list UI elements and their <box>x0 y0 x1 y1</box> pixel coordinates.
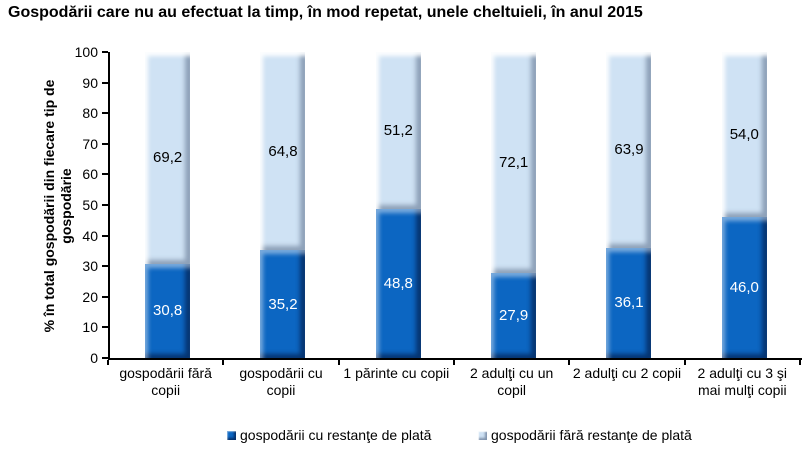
y-tick-mark <box>102 51 108 53</box>
value-label: 46,0 <box>729 279 759 297</box>
bar-slot: 64,8 35,2 <box>225 52 340 358</box>
x-tick-mark <box>107 360 109 365</box>
x-tick-mark <box>453 360 455 365</box>
bar-segment-without-arrears: 72,1 <box>491 52 537 273</box>
bar-segment-with-arrears: 46,0 <box>721 217 767 358</box>
y-tick-mark <box>102 234 108 237</box>
value-label: 51,2 <box>383 121 413 139</box>
stacked-bar: 54,0 46,0 <box>721 52 767 358</box>
legend-item: gospodării cu restanţe de plată <box>227 427 432 443</box>
plot-area: 69,2 30,8 64,8 35,2 51,2 48,8 72,1 27,9 63,9 36,1… <box>108 52 802 360</box>
x-category-label: gospodării cu copii <box>239 365 323 398</box>
y-tick-label: 30 <box>82 258 98 275</box>
bar-segment-without-arrears: 69,2 <box>145 52 191 264</box>
value-label: 30,8 <box>153 302 183 320</box>
y-tick-mark <box>102 81 108 84</box>
legend-swatch <box>478 430 487 440</box>
bar-segment-with-arrears: 27,9 <box>491 272 537 358</box>
y-tick-label: 70 <box>82 135 98 152</box>
stacked-bar: 69,2 30,8 <box>145 52 191 358</box>
x-tick-mark <box>222 360 225 365</box>
bar-slot: 54,0 46,0 <box>687 52 802 358</box>
y-tick-label: 40 <box>82 227 98 244</box>
bar-segment-with-arrears: 30,8 <box>145 263 191 358</box>
bar-segment-with-arrears: 48,8 <box>375 208 421 358</box>
bar-slot: 72,1 27,9 <box>456 52 571 358</box>
y-tick-label: 10 <box>82 319 98 336</box>
x-category-label: 2 adulţi cu 3 şi mai mulţi copii <box>697 365 788 398</box>
y-tick-mark <box>102 357 108 359</box>
legend-label: gospodării cu restanţe de plată <box>240 427 432 443</box>
y-tick-label: 90 <box>82 74 98 91</box>
value-label: 72,1 <box>499 153 529 171</box>
y-tick-label: 20 <box>82 288 98 305</box>
x-category-label: 1 părinte cu copii <box>343 365 450 381</box>
stacked-bar: 51,2 48,8 <box>375 52 421 358</box>
legend-item: gospodării fără restanţe de plată <box>478 427 692 443</box>
y-tick-mark <box>102 295 108 298</box>
bar-segment-without-arrears: 51,2 <box>375 52 421 209</box>
y-axis: 0 10 20 30 40 50 60 70 80 90 100 <box>62 45 108 365</box>
y-tick-mark <box>102 265 108 268</box>
x-category-label: gospodării fără copii <box>119 365 212 398</box>
legend-swatch <box>227 430 236 440</box>
bar-segment-without-arrears: 64,8 <box>260 52 306 251</box>
bar-slot: 69,2 30,8 <box>110 52 225 358</box>
bar-slot: 63,9 36,1 <box>571 52 686 358</box>
bar-segment-with-arrears: 35,2 <box>260 250 306 358</box>
bar-segment-with-arrears: 36,1 <box>606 247 652 358</box>
value-label: 54,0 <box>729 126 759 144</box>
y-tick-label: 50 <box>82 197 98 213</box>
stacked-bar: 63,9 36,1 <box>606 52 652 358</box>
y-tick-mark <box>102 142 108 145</box>
value-label: 36,1 <box>614 294 644 312</box>
stacked-bar: 72,1 27,9 <box>491 52 537 358</box>
value-label: 63,9 <box>614 141 644 159</box>
x-tick-mark <box>683 360 686 365</box>
value-label: 69,2 <box>153 149 183 167</box>
bars: 69,2 30,8 64,8 35,2 51,2 48,8 72,1 27,9 63,9 36,1… <box>110 52 802 358</box>
y-tick-label: 0 <box>90 350 98 366</box>
y-tick-mark <box>102 204 108 206</box>
x-axis-labels: gospodării fără copii gospodării cu copii… <box>108 365 800 399</box>
y-tick-label: 100 <box>74 44 98 60</box>
legend-label: gospodării fără restanţe de plată <box>491 427 692 443</box>
x-category-label: 2 adulţi cu 2 copii <box>572 365 682 381</box>
x-tick-mark <box>568 360 571 365</box>
value-label: 48,8 <box>383 274 413 292</box>
y-tick-label: 60 <box>82 166 98 183</box>
y-tick-mark <box>102 112 108 115</box>
y-tick-mark <box>102 326 108 329</box>
value-label: 35,2 <box>268 295 298 313</box>
bar-segment-without-arrears: 54,0 <box>721 52 767 218</box>
y-tick-label: 80 <box>82 105 98 122</box>
chart-title: Gospodării care nu au efectuat la timp, … <box>8 4 643 21</box>
stacked-bar: 64,8 35,2 <box>260 52 306 358</box>
value-label: 64,8 <box>268 142 298 160</box>
y-tick-mark <box>102 173 108 176</box>
bar-slot: 51,2 48,8 <box>341 52 456 358</box>
value-label: 27,9 <box>499 306 529 324</box>
x-tick-mark <box>337 360 340 365</box>
x-axis-ticks <box>107 360 801 365</box>
x-category-label: 2 adulţi cu un copil <box>470 365 554 398</box>
bar-segment-without-arrears: 63,9 <box>606 52 652 248</box>
x-tick-mark <box>799 360 801 365</box>
